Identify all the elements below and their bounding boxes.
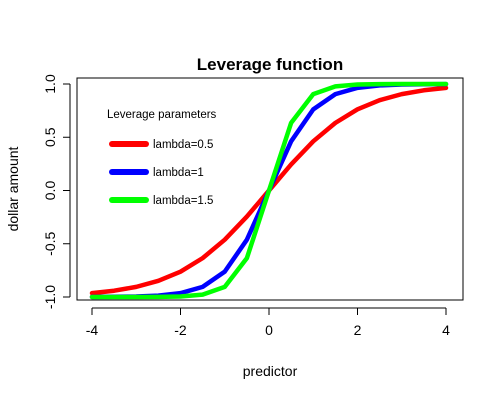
- y-tick-label: 0.0: [42, 181, 58, 201]
- series-lines: [89, 81, 449, 300]
- y-axis: -1.0 -0.5 0.0 0.5 1.0: [42, 74, 71, 309]
- y-tick-label: -1.0: [42, 285, 58, 309]
- y-tick-label: -0.5: [42, 231, 58, 255]
- x-tick-label: 0: [265, 322, 273, 338]
- legend-title: Leverage parameters: [107, 109, 217, 121]
- plot-frame: [76, 77, 464, 301]
- legend-items: lambda=0.5 lambda=1 lambda=1.5: [109, 139, 213, 207]
- chart-title: Leverage function: [197, 55, 343, 74]
- x-tick-label: -2: [174, 322, 187, 338]
- legend: Leverage parameters lambda=0.5lambda=1la…: [107, 109, 217, 207]
- x-tick-label: 4: [442, 322, 450, 338]
- series-line-3: [89, 81, 449, 300]
- y-axis-label: dollar amount: [5, 146, 21, 231]
- legend-label: lambda=1.5: [153, 195, 213, 207]
- x-tick-label: 2: [354, 322, 362, 338]
- x-axis-label: predictor: [243, 363, 298, 379]
- x-tick-label: -4: [86, 322, 99, 338]
- x-axis: -4 -2 0 2 4: [86, 307, 450, 338]
- y-tick-label: 0.5: [42, 127, 58, 147]
- legend-label: lambda=0.5: [153, 139, 213, 151]
- y-tick-label: 1.0: [42, 74, 58, 94]
- legend-label: lambda=1: [153, 167, 204, 179]
